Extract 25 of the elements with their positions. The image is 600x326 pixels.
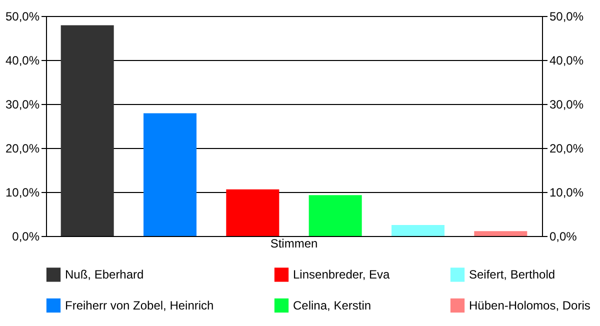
legend-label: Celina, Kerstin xyxy=(293,298,372,312)
text: 40,0% xyxy=(550,54,584,68)
legend-label: Linsenbreder, Eva xyxy=(293,268,390,282)
legend-label: Hüben-Holomos, Doris xyxy=(469,298,590,312)
bar xyxy=(474,231,528,236)
bar xyxy=(392,225,444,236)
text: 10,0% xyxy=(550,186,584,200)
bar xyxy=(308,195,362,236)
text: 30,0% xyxy=(550,98,584,112)
text: 0,0% xyxy=(550,230,577,244)
bar xyxy=(144,113,196,236)
y-tick-label: 50,0% xyxy=(5,10,40,24)
y-tick-label: 20,0% xyxy=(5,142,40,156)
y-tick-label: 40,0% xyxy=(5,54,40,68)
legend-label: Seifert, Berthold xyxy=(469,268,556,282)
y-tick-label: 10,0% xyxy=(5,186,40,200)
y-tick-label: 0,0% xyxy=(12,230,40,244)
y-tick-label: 30,0% xyxy=(5,98,40,112)
bar xyxy=(226,189,280,236)
legend-label: Nuß, Eberhard xyxy=(65,268,144,282)
text: 20,0% xyxy=(550,142,584,156)
x-tick-label: Stimmen xyxy=(270,236,318,250)
bar xyxy=(60,25,114,236)
legend-label: Freiherr von Zobel, Heinrich xyxy=(65,298,214,312)
text: 50,0% xyxy=(550,10,584,24)
